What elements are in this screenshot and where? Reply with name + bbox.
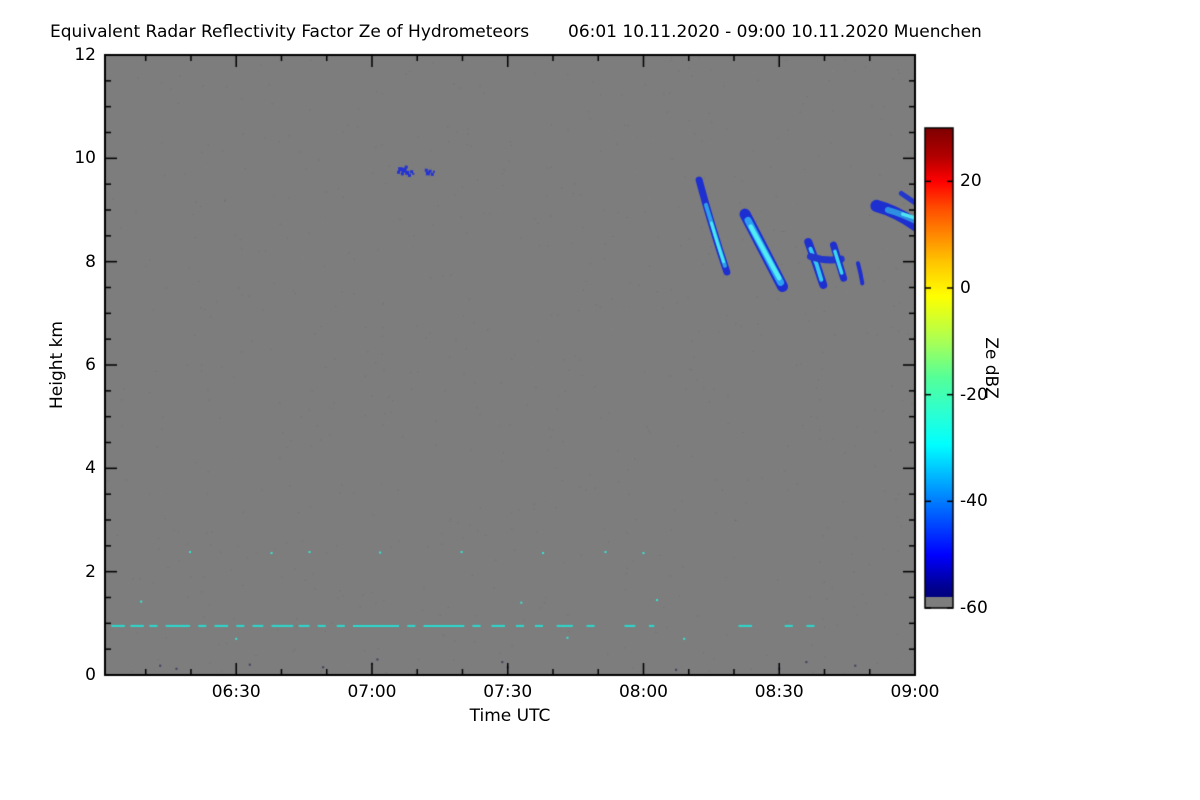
x-tick-label: 08:00: [618, 682, 668, 702]
y-tick-label: 10: [74, 148, 96, 169]
colorbar-tick-label: -20: [960, 384, 988, 405]
colorbar-tick-label: 20: [960, 171, 982, 192]
colorbar-tick-label: -40: [960, 491, 988, 512]
y-tick-label: 12: [74, 45, 96, 65]
y-tick-label: 4: [85, 458, 96, 479]
x-tick-label: 07:30: [483, 682, 533, 702]
x-tick-label: 09:00: [890, 682, 940, 702]
y-tick-label: 0: [85, 665, 96, 685]
colorbar-tick-label: -60: [960, 598, 988, 618]
y-tick-label: 2: [85, 561, 96, 582]
y-tick-label: 8: [85, 251, 96, 272]
chart-title: Equivalent Radar Reflectivity Factor Ze …: [50, 22, 530, 42]
x-tick-label: 06:30: [211, 682, 261, 702]
chart-datetime-range: 06:01 10.11.2020 - 09:00 10.11.2020 Muen…: [568, 22, 982, 42]
x-tick-label: 08:30: [754, 682, 804, 702]
y-tick-label: 6: [85, 355, 96, 375]
x-tick-label: 07:00: [347, 682, 397, 702]
y-axis-label: Height km: [47, 320, 67, 410]
x-axis-label: Time UTC: [469, 706, 551, 726]
colorbar-tick-label: 0: [960, 278, 971, 298]
